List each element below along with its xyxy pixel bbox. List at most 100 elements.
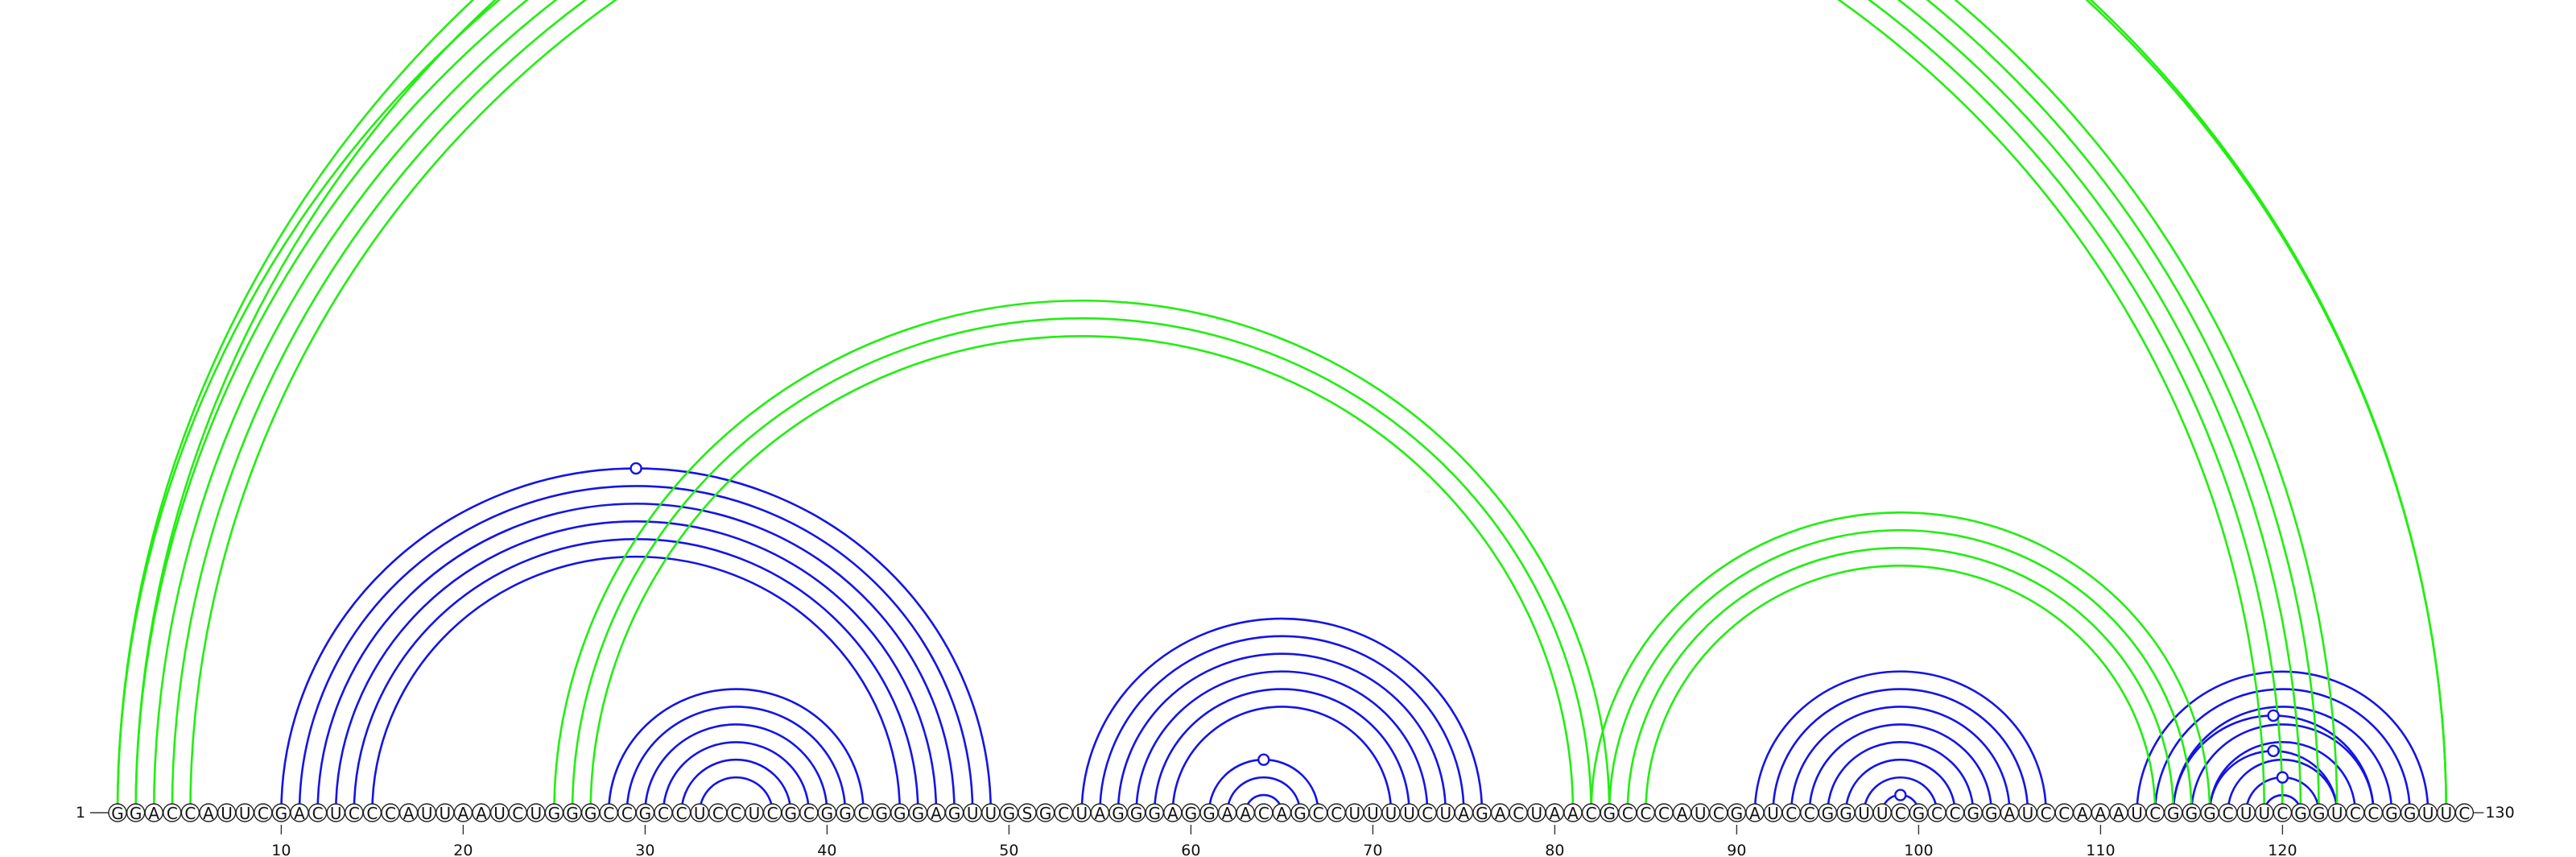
nucleotide: C	[654, 803, 673, 823]
nucleotide: U	[2127, 803, 2147, 823]
nucleotide-letter: A	[1749, 804, 1761, 823]
nucleotide-letter: U	[2258, 804, 2270, 823]
nucleotide-letter: C	[2041, 804, 2052, 823]
nucleotide: A	[144, 803, 163, 823]
nucleotide-circle	[2454, 803, 2475, 822]
blue-base-pair-arc	[1772, 688, 2029, 814]
blue-arc-marker	[1257, 753, 1270, 766]
nucleotide-letter: U	[1530, 804, 1542, 823]
nucleotide: G	[908, 803, 928, 823]
nucleotide: G	[2182, 803, 2202, 823]
green-base-pair-arc	[116, 0, 2339, 814]
nucleotide: U	[2255, 803, 2274, 823]
nucleotide-letter: C	[1513, 804, 1524, 823]
tick-label: 70	[1363, 842, 1382, 857]
nucleotide: C	[599, 803, 618, 823]
nucleotide-letter: C	[512, 804, 523, 823]
nucleotide: C	[2218, 803, 2238, 823]
nucleotide: G	[1818, 803, 1838, 823]
nucleotide-letter: U	[1367, 804, 1379, 823]
nucleotide-letter: C	[1058, 804, 1069, 823]
nucleotide-letter: A	[1677, 804, 1688, 823]
nucleotide: C	[1509, 803, 1528, 823]
nucleotide: G	[1727, 803, 1747, 823]
nucleotide-letter: C	[385, 804, 396, 823]
blue-base-pair-arc	[316, 503, 956, 814]
nucleotide: C	[2036, 803, 2056, 823]
nucleotide-letter: C	[621, 804, 633, 823]
nucleotide-letter: G	[1003, 804, 1016, 823]
nucleotide-letter: C	[1785, 804, 1797, 823]
nucleotide-letter: C	[1804, 804, 1815, 823]
nucleotide-letter: C	[167, 804, 178, 823]
nucleotide: C	[853, 803, 873, 823]
nucleotide-letter: C	[730, 804, 741, 823]
nucleotide-letter: G	[875, 804, 888, 823]
green-base-pair-arc	[152, 0, 2302, 814]
nucleotide: U	[235, 803, 254, 823]
tick-label: 110	[2086, 842, 2115, 857]
tick-label: 120	[2268, 842, 2297, 857]
nucleotide-letter: U	[1858, 804, 1870, 823]
tick-label: 20	[453, 842, 473, 857]
base-pair-arcs	[116, 0, 2448, 814]
nucleotide: C	[1418, 803, 1437, 823]
nucleotide-letter: A	[1495, 804, 1506, 823]
nucleotide: U	[1763, 803, 1783, 823]
nucleotide: G	[544, 803, 564, 823]
nucleotide: G	[1181, 803, 1201, 823]
blue-base-pair-arc	[662, 741, 811, 814]
nucleotide: A	[2109, 803, 2128, 823]
tick-label: 90	[1727, 842, 1746, 857]
nucleotide: G	[1909, 803, 1929, 823]
nucleotide: A	[2000, 803, 2020, 823]
green-base-pair-arc	[116, 0, 2448, 814]
nucleotide: G	[1982, 803, 2001, 823]
blue-base-pair-arc	[680, 758, 792, 814]
blue-base-pair-arc	[2136, 670, 2429, 814]
nucleotide-letter: G	[1839, 804, 1852, 823]
nucleotide: C	[1927, 803, 1946, 823]
nucleotide-letter: C	[312, 804, 324, 823]
nucleotide: C	[508, 803, 527, 823]
nucleotide: U	[1399, 803, 1419, 823]
nucleotide-letter: C	[1313, 804, 1324, 823]
blue-base-pair-arc	[334, 520, 938, 814]
nucleotide: C	[381, 803, 400, 823]
nucleotide: A	[1563, 803, 1583, 823]
nucleotide: G	[1035, 803, 1055, 823]
nucleotide-letter: G	[1822, 804, 1835, 823]
nucleotide-letter: U	[694, 804, 706, 823]
nucleotide: A	[2073, 803, 2092, 823]
blue-base-pair-arc	[298, 485, 974, 814]
nucleotide: U	[2236, 803, 2256, 823]
nucleotide: G	[2164, 803, 2183, 823]
nucleotide-letter: C	[603, 804, 614, 823]
nucleotide: G	[999, 803, 1019, 823]
nucleotide: C	[254, 803, 273, 823]
nucleotide-letter: G	[948, 804, 961, 823]
nucleotide: G	[2382, 803, 2401, 823]
nucleotide-letter: C	[803, 804, 815, 823]
nucleotide-letter: A	[2113, 804, 2124, 823]
nucleotide: G	[1126, 803, 1146, 823]
nucleotide-letter: G	[1039, 804, 1052, 823]
nucleotide-letter: U	[439, 804, 451, 823]
nucleotide-letter: C	[658, 804, 669, 823]
nucleotide-letter: C	[1713, 804, 1724, 823]
nucleotide-letter: A	[2095, 804, 2107, 823]
blue-base-pair-arc	[1863, 776, 1938, 814]
nucleotide: A	[2091, 803, 2111, 823]
green-base-pair-arc	[571, 317, 1592, 814]
nucleotide-letter: C	[1931, 804, 1942, 823]
nucleotide-letter: C	[366, 804, 378, 823]
nucleotide: G	[2291, 803, 2310, 823]
green-base-pair-arc	[1645, 564, 2157, 814]
nucleotide-letter: G	[1203, 804, 1216, 823]
nucleotide: U	[1363, 803, 1383, 823]
blue-base-pair-arc	[371, 555, 902, 814]
nucleotide: C	[2054, 803, 2074, 823]
nucleotide: U	[963, 803, 982, 823]
position-ticks: 10 20 30 40 50 60 70 80 90 100 110 120	[271, 825, 2297, 857]
nucleotide: A	[1163, 803, 1183, 823]
